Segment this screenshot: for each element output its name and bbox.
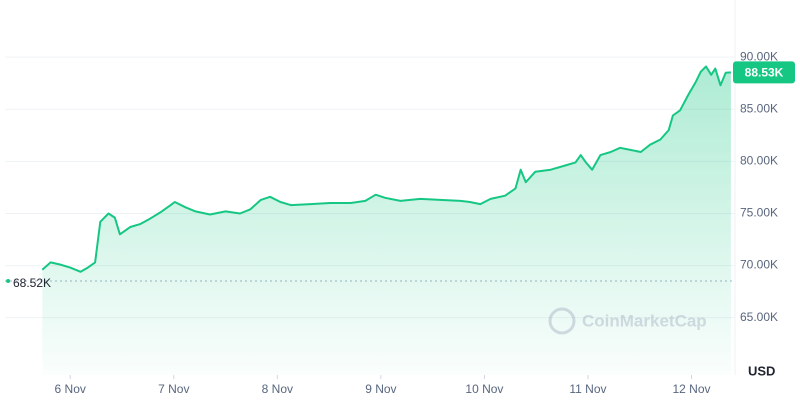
y-axis-unit: USD	[748, 363, 775, 378]
y-tick-label: 80.00K	[740, 154, 778, 168]
watermark-text: CoinMarketCap	[582, 311, 707, 330]
overlay: 65.00K 70.00K 75.00K 80.00K 85.00K 90.00K 6 No…	[13, 49, 795, 396]
last-price-badge	[733, 61, 795, 84]
x-tick-label: 8 Nov	[262, 382, 293, 396]
x-tick-label: 11 Nov	[569, 382, 606, 396]
y-tick-label: 65.00K	[740, 310, 778, 324]
price-point	[6, 278, 11, 283]
last-price-label: 88.53K	[745, 66, 784, 80]
price-area	[42, 66, 731, 375]
open-price-label: 68.52K	[13, 276, 51, 290]
y-tick-label: 90.00K	[740, 49, 778, 63]
x-tick-label: 10 Nov	[465, 382, 503, 396]
y-tick-label: 75.00K	[740, 206, 778, 220]
x-tick-label: 12 Nov	[672, 382, 710, 396]
plot	[6, 65, 731, 375]
y-tick-label: 85.00K	[740, 101, 778, 115]
y-tick-label: 70.00K	[740, 258, 778, 272]
x-tick-label: 7 Nov	[158, 382, 189, 396]
x-tick-label: 6 Nov	[55, 382, 86, 396]
watermark: CoinMarketCap	[548, 307, 707, 335]
price-line	[41, 65, 731, 273]
x-tick-label: 9 Nov	[365, 382, 396, 396]
watermark-logo	[548, 307, 576, 335]
